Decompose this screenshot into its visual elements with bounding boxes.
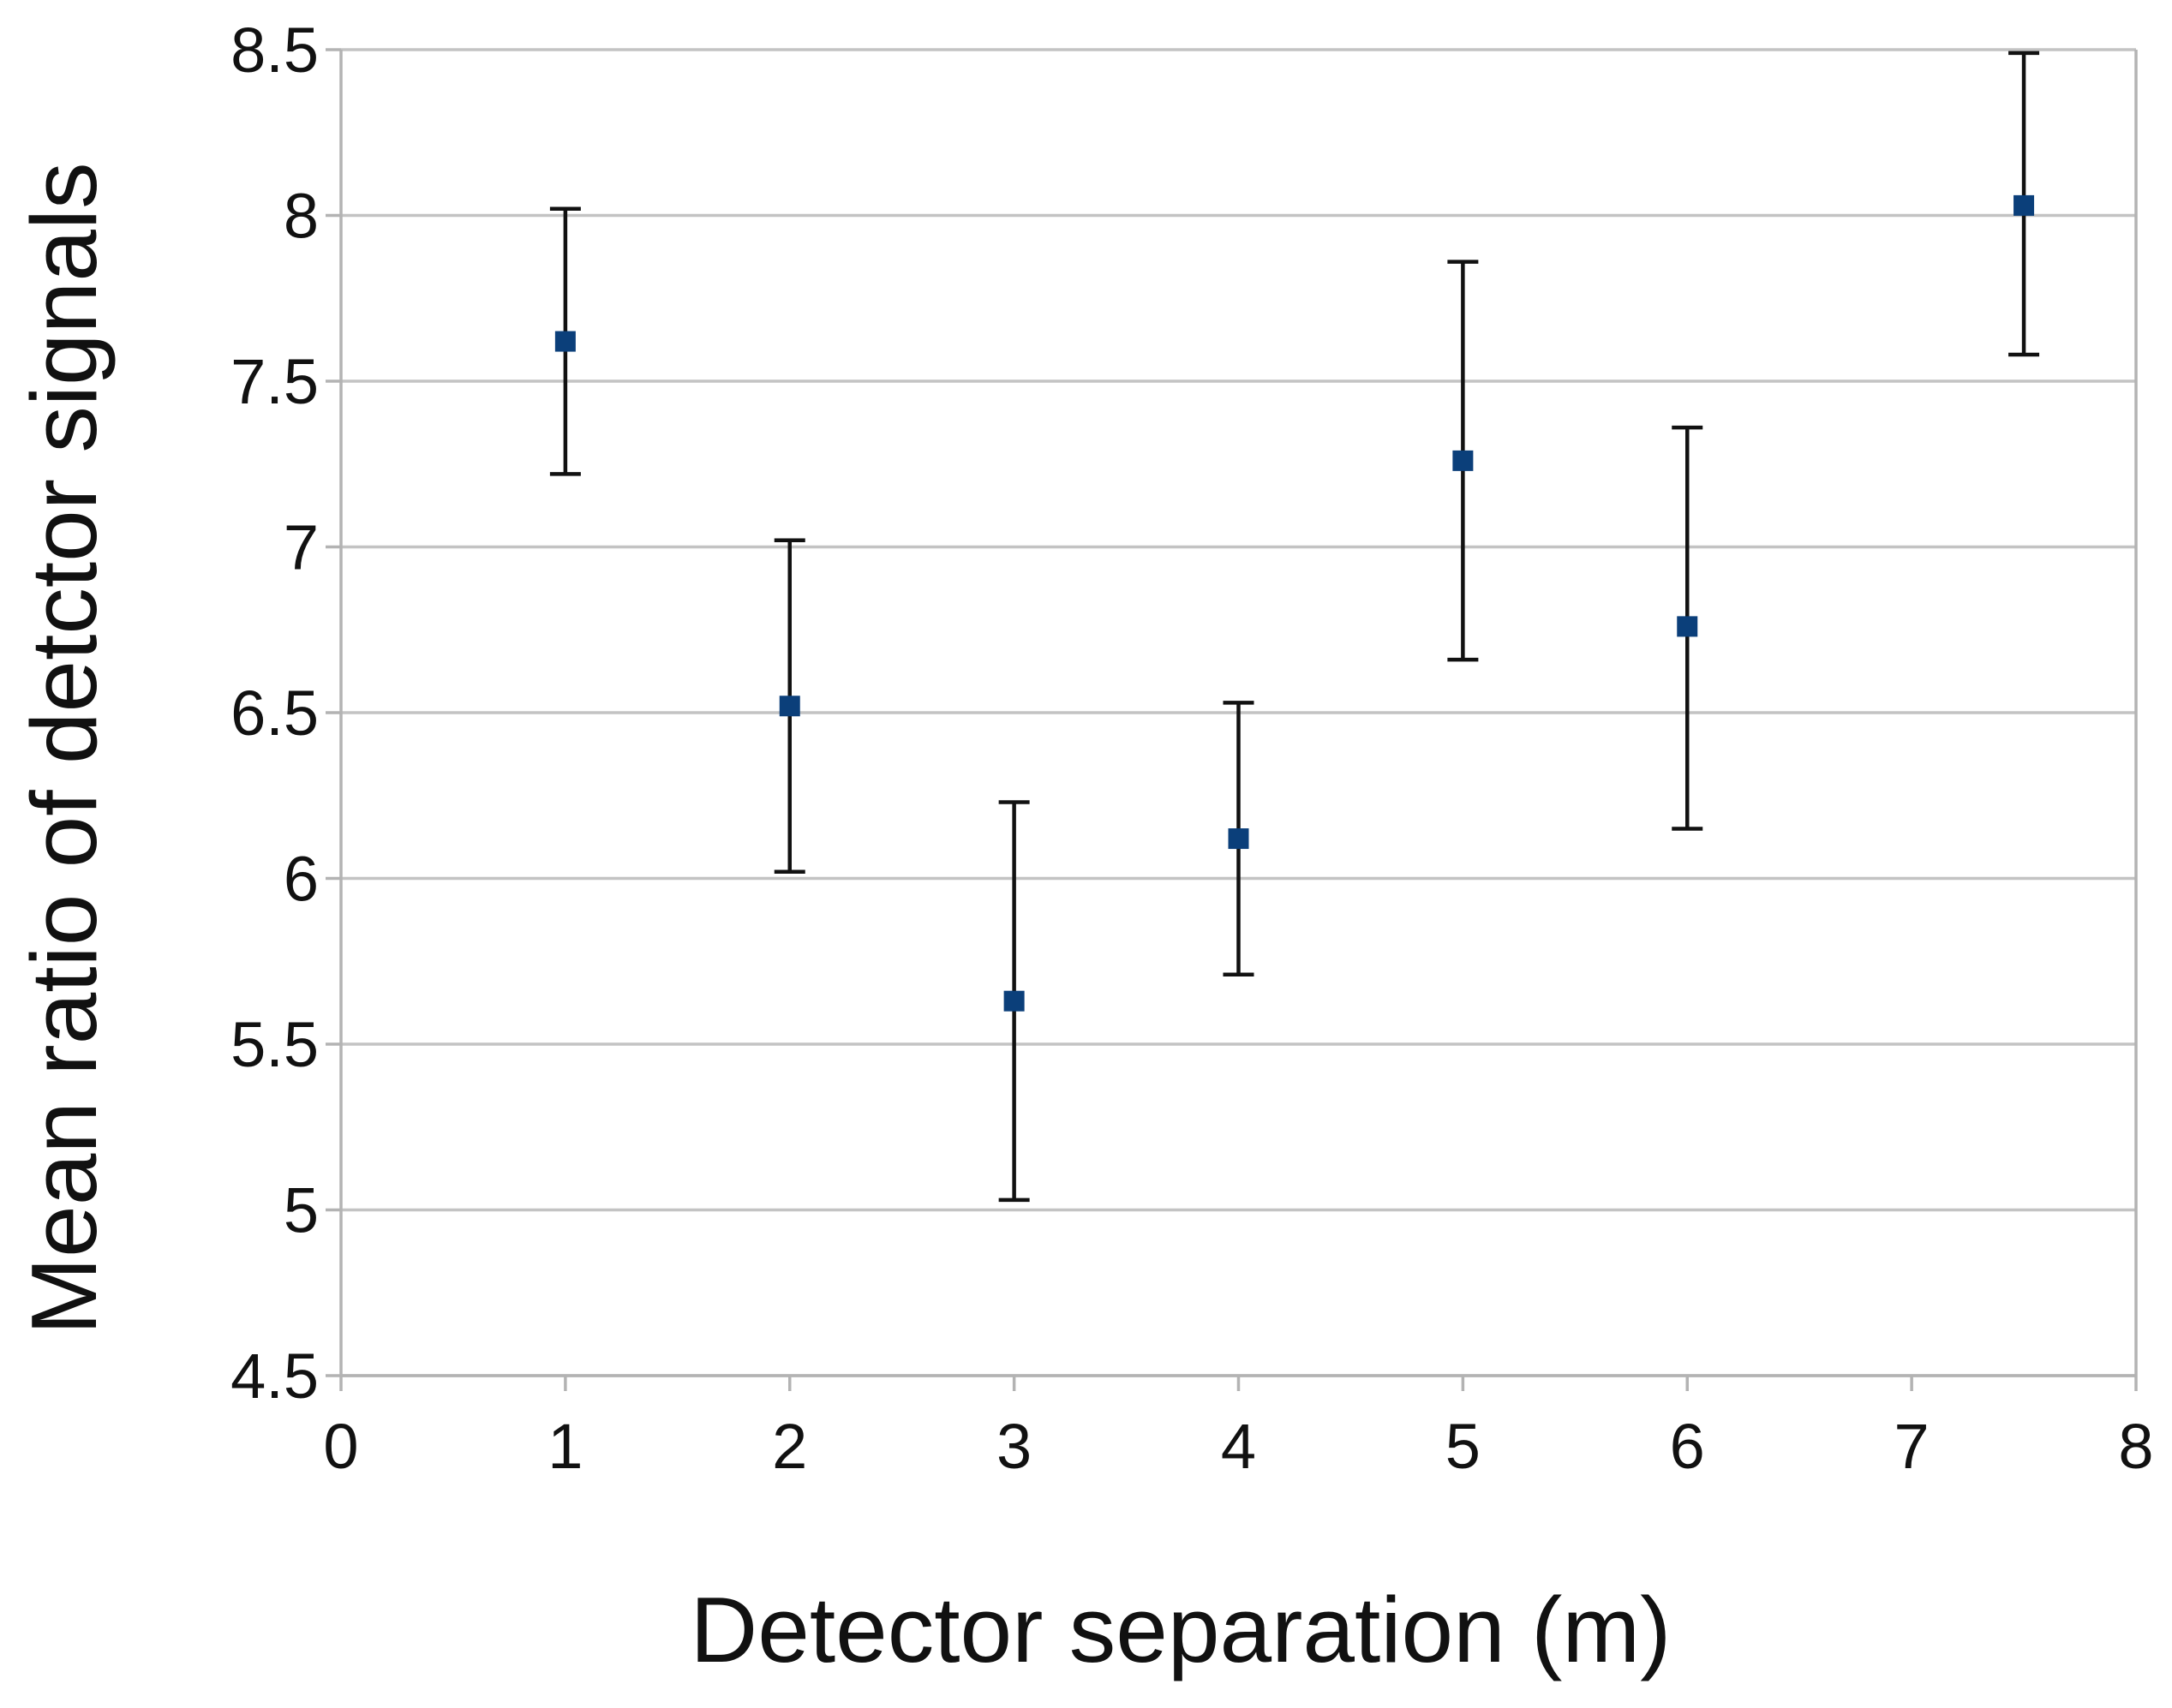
x-tick-label: 4: [1221, 1411, 1256, 1482]
x-tick-label: 5: [1445, 1411, 1481, 1482]
y-tick-label: 4.5: [230, 1341, 319, 1412]
x-axis-title: Detector separation (m): [691, 1578, 1672, 1682]
x-tick-label: 7: [1894, 1411, 1930, 1482]
x-tick-label: 8: [2118, 1411, 2153, 1482]
y-tick-label: 7.5: [230, 346, 319, 417]
data-point: [1677, 616, 1698, 637]
x-tick-label: 0: [323, 1411, 358, 1482]
data-points: [554, 194, 2035, 1012]
y-axis-title: Mean ratio of detctor signals: [12, 162, 117, 1335]
axes: [326, 48, 2138, 1391]
x-tick-label: 2: [772, 1411, 807, 1482]
x-tick-label: 6: [1670, 1411, 1705, 1482]
data-point: [2013, 194, 2035, 216]
x-tick-label: 1: [547, 1411, 583, 1482]
y-tick-label: 8.5: [230, 15, 319, 86]
data-point: [1228, 828, 1249, 850]
y-tick-label: 7: [284, 512, 319, 583]
tick-labels: 4.5 5 5.5 6 6.5 7 7.5 8 8.5 0 1 2 3 4 5 6 7 8: [230, 15, 2153, 1482]
data-point: [1003, 990, 1025, 1012]
y-tick-label: 8: [284, 181, 319, 252]
y-tick-label: 6: [284, 844, 319, 915]
x-tick-label: 3: [996, 1411, 1032, 1482]
data-point: [1452, 450, 1474, 471]
data-point: [779, 696, 800, 717]
y-tick-label: 6.5: [230, 678, 319, 749]
error-bars: [549, 51, 2040, 1203]
data-point: [554, 331, 576, 352]
y-tick-label: 5: [284, 1175, 319, 1246]
y-tick-label: 5.5: [230, 1009, 319, 1080]
